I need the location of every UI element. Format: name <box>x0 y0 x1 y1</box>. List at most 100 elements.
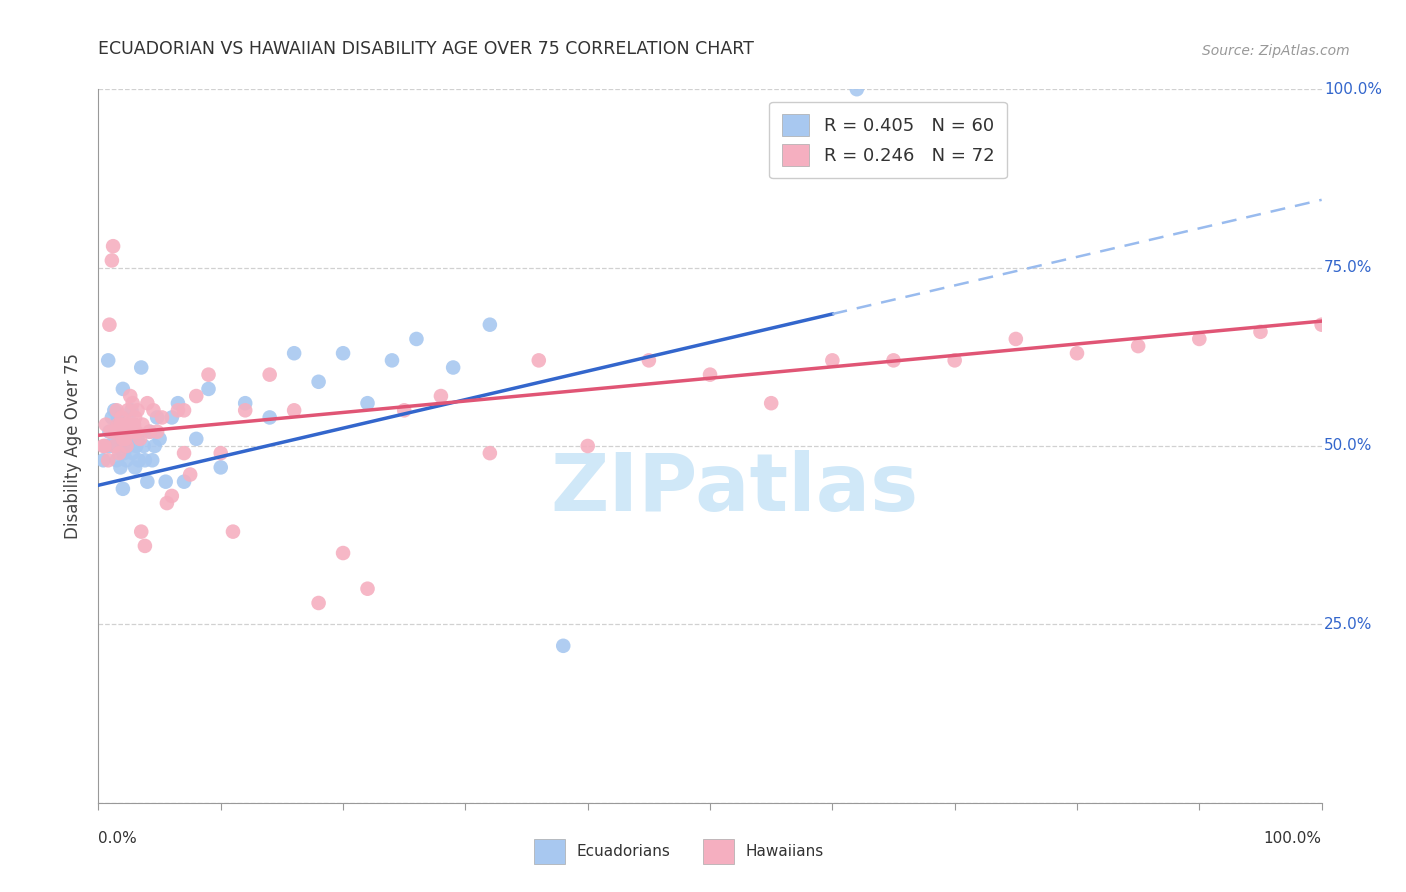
Point <box>761 396 783 410</box>
Point <box>405 332 427 346</box>
Point <box>179 467 201 482</box>
Point <box>98 425 121 439</box>
Point <box>128 453 150 467</box>
Point <box>576 439 599 453</box>
Point <box>104 439 127 453</box>
Text: 0.0%: 0.0% <box>98 831 138 847</box>
Text: 25.0%: 25.0% <box>1324 617 1372 632</box>
Point <box>173 446 195 460</box>
Point <box>167 403 190 417</box>
Point <box>91 453 114 467</box>
Point <box>110 460 132 475</box>
Point <box>101 239 124 253</box>
Point <box>111 482 134 496</box>
Point <box>127 403 149 417</box>
Text: 75.0%: 75.0% <box>1324 260 1372 275</box>
Point <box>160 489 183 503</box>
Point <box>1249 325 1271 339</box>
Point <box>883 353 905 368</box>
Point <box>121 446 143 460</box>
Point <box>142 403 165 417</box>
Point <box>308 375 330 389</box>
Point <box>637 353 661 368</box>
Point <box>105 453 128 467</box>
Point <box>129 524 152 539</box>
Point <box>160 410 183 425</box>
Text: 100.0%: 100.0% <box>1264 831 1322 847</box>
Point <box>1066 346 1088 360</box>
Point <box>136 475 159 489</box>
Point <box>1310 318 1333 332</box>
Point <box>143 439 166 453</box>
Point <box>197 368 219 382</box>
Point <box>233 396 256 410</box>
Point <box>553 639 575 653</box>
Point <box>120 425 142 439</box>
Point <box>118 417 141 432</box>
Legend: R = 0.405   N = 60, R = 0.246   N = 72: R = 0.405 N = 60, R = 0.246 N = 72 <box>769 102 1007 178</box>
Point <box>111 382 134 396</box>
Point <box>97 353 120 368</box>
Point <box>110 425 132 439</box>
Point <box>943 353 966 368</box>
Point <box>356 396 378 410</box>
Point <box>93 439 115 453</box>
Point <box>259 368 281 382</box>
Point <box>332 546 354 560</box>
Point <box>156 496 179 510</box>
Point <box>121 396 143 410</box>
Point <box>392 403 416 417</box>
Point <box>120 425 142 439</box>
Point <box>1188 332 1211 346</box>
Point <box>283 403 305 417</box>
Point <box>209 460 232 475</box>
Point <box>129 360 152 375</box>
Point <box>332 346 354 360</box>
Point <box>124 460 146 475</box>
Point <box>197 382 219 396</box>
Point <box>105 425 128 439</box>
Point <box>186 432 208 446</box>
Point <box>107 410 129 425</box>
Text: Source: ZipAtlas.com: Source: ZipAtlas.com <box>1202 44 1350 58</box>
Point <box>699 368 721 382</box>
Point <box>114 425 136 439</box>
Point <box>118 417 141 432</box>
Text: 100.0%: 100.0% <box>1324 82 1382 96</box>
Point <box>222 524 245 539</box>
Point <box>139 425 162 439</box>
Point <box>100 439 122 453</box>
Point <box>122 417 145 432</box>
Point <box>125 425 148 439</box>
Point <box>101 253 124 268</box>
Point <box>117 403 139 417</box>
Point <box>233 403 256 417</box>
Point <box>1128 339 1150 353</box>
Point <box>259 410 281 425</box>
Point <box>167 396 190 410</box>
Point <box>94 417 117 432</box>
Point <box>111 432 134 446</box>
Point <box>283 346 305 360</box>
Point <box>186 389 208 403</box>
Point <box>134 453 156 467</box>
Point <box>125 439 148 453</box>
Point <box>101 425 124 439</box>
Point <box>308 596 330 610</box>
Point <box>114 432 136 446</box>
Point <box>120 403 142 417</box>
Point <box>155 475 177 489</box>
Point <box>120 389 142 403</box>
Point <box>146 410 169 425</box>
Y-axis label: Disability Age Over 75: Disability Age Over 75 <box>65 353 83 539</box>
Point <box>100 425 122 439</box>
Point <box>94 439 117 453</box>
Point <box>111 425 134 439</box>
Point <box>173 475 195 489</box>
Point <box>129 432 152 446</box>
Point <box>107 417 129 432</box>
Point <box>209 446 232 460</box>
Point <box>478 318 501 332</box>
Point <box>112 425 135 439</box>
Point <box>98 318 121 332</box>
